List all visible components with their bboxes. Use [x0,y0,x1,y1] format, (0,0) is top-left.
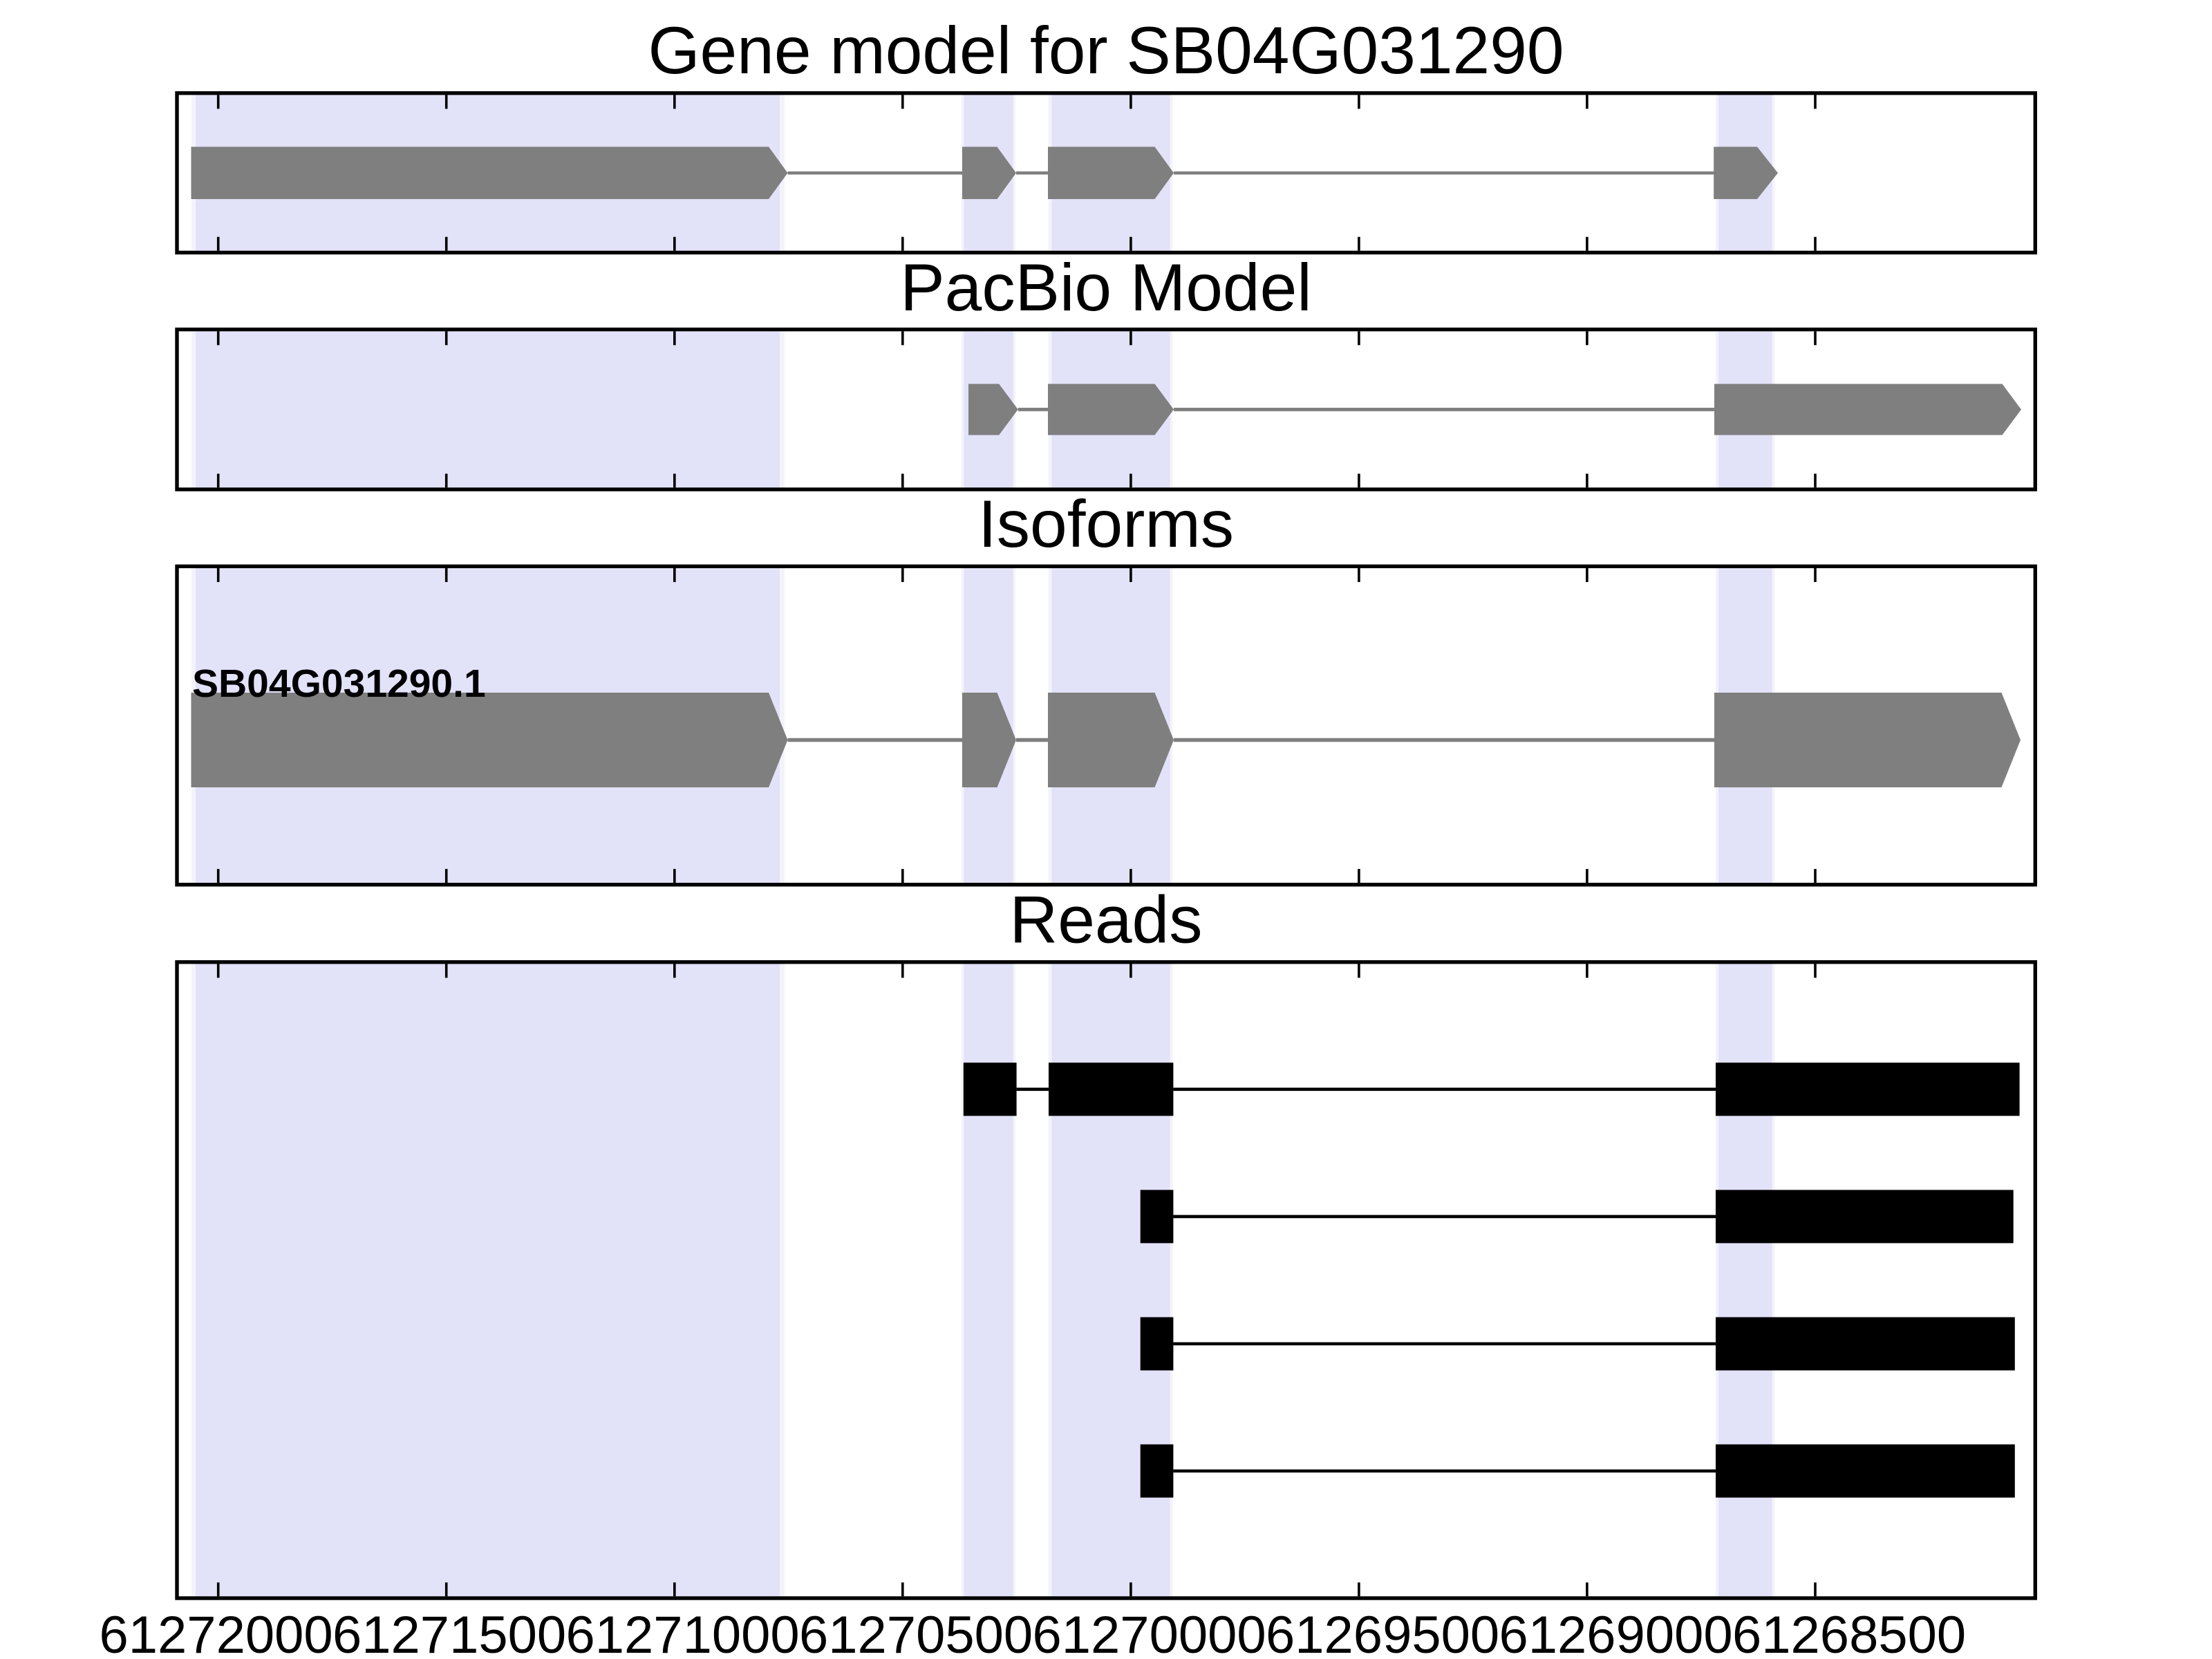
svg-text:Gene model for SB04G031290: Gene model for SB04G031290 [648,14,1564,88]
svg-text:PacBio Model: PacBio Model [900,251,1311,325]
svg-text:61271000: 61271000 [566,1606,800,1659]
svg-text:61272000: 61272000 [100,1606,333,1659]
svg-text:61269000: 61269000 [1499,1606,1733,1659]
svg-text:Reads: Reads [1010,883,1203,957]
svg-text:61271500: 61271500 [332,1606,566,1659]
svg-text:61270000: 61270000 [1033,1606,1266,1659]
svg-text:61268500: 61268500 [1732,1606,1966,1659]
svg-text:SB04G031290.1: SB04G031290.1 [192,662,486,706]
svg-text:61270500: 61270500 [799,1606,1033,1659]
svg-text:Isoforms: Isoforms [978,487,1234,561]
svg-text:61269500: 61269500 [1266,1606,1499,1659]
